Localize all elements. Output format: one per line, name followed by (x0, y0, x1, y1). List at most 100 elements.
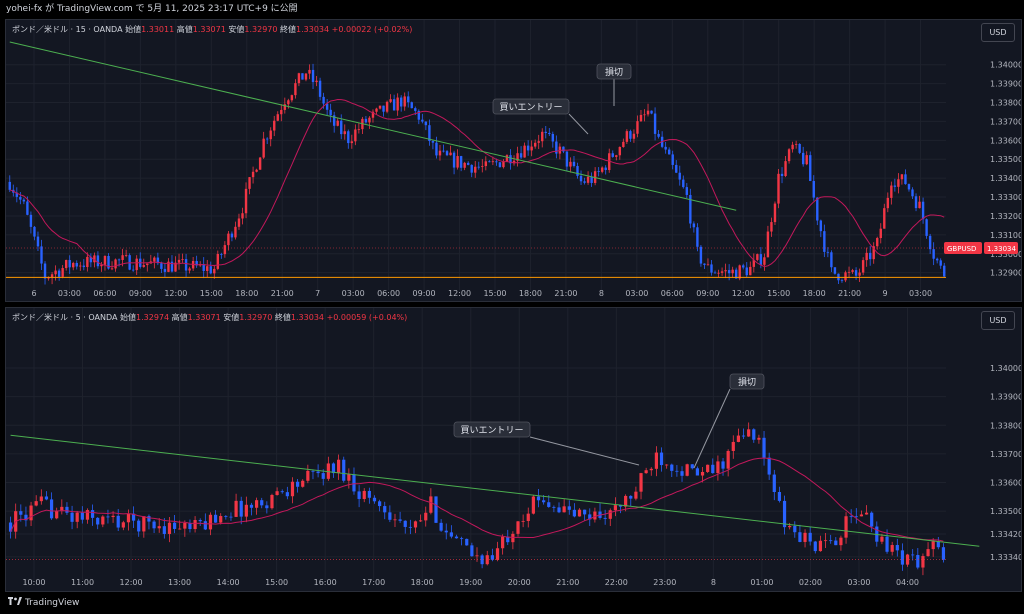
time-tick-label: 15:00 (483, 289, 506, 298)
candle (914, 193, 918, 212)
candle-body (121, 522, 125, 528)
time-tick-label: 23:00 (653, 578, 676, 587)
candle-body (885, 536, 889, 552)
candle-body (533, 142, 537, 147)
candle (593, 167, 597, 186)
candle (106, 509, 110, 524)
candle (488, 160, 491, 163)
candle (258, 156, 262, 170)
candle-body (301, 480, 305, 487)
candle-body (410, 102, 413, 109)
trendline (9, 41, 737, 211)
candle-body (541, 131, 544, 142)
candle (442, 144, 445, 153)
candle-body (895, 545, 899, 551)
currency-button[interactable]: USD (981, 23, 1015, 42)
candle (572, 156, 576, 168)
candle-body (509, 155, 512, 164)
chart-pane-5m[interactable]: 1.34000 1.33900 1.33800 1.33700 1.33600 1.335… (5, 307, 1022, 592)
candle (82, 259, 86, 271)
candlestick-chart-15m[interactable]: 1.34000 1.33900 1.33800 1.33700 1.33600 1.335… (6, 20, 1021, 301)
candle-body (223, 245, 227, 255)
candle-body (19, 511, 23, 515)
tradingview-logo[interactable]: TradingView (8, 597, 79, 608)
candle-body (480, 555, 484, 565)
candle (854, 267, 858, 280)
legend-change: +0.00059 (+0.04%) (326, 313, 408, 322)
candle (33, 226, 36, 241)
candle (671, 150, 674, 170)
candle-body (260, 500, 264, 506)
candle (465, 538, 469, 546)
candle (229, 512, 233, 521)
candle-body (343, 131, 346, 135)
candle (911, 187, 914, 200)
candle (195, 255, 198, 268)
candle (449, 525, 453, 539)
candle (181, 253, 184, 263)
candle-body (498, 162, 502, 168)
candle-body (382, 105, 385, 112)
candle-body (318, 80, 322, 97)
candle-body (101, 516, 105, 525)
candle (803, 529, 807, 548)
candle (407, 91, 410, 108)
time-tick-label: 09:00 (413, 289, 436, 298)
candle-body (124, 255, 128, 256)
candle-body (414, 108, 417, 111)
candle (629, 495, 633, 507)
candle-body (611, 153, 614, 157)
candle-body (449, 532, 453, 537)
candle-body (321, 473, 325, 479)
currency-button[interactable]: USD (981, 311, 1015, 330)
candle-body (907, 184, 911, 190)
candle (357, 122, 361, 134)
candle-body (304, 73, 308, 80)
candlestick-chart-5m[interactable]: 1.34000 1.33900 1.33800 1.33700 1.33600 1.335… (6, 308, 1021, 591)
candle (731, 266, 734, 278)
candle-body (731, 269, 734, 274)
candle-body (572, 509, 576, 517)
chart-pane-15m[interactable]: 1.34000 1.33900 1.33800 1.33700 1.33600 1.335… (5, 19, 1022, 302)
candle-body (678, 172, 681, 180)
time-tick-label: 04:00 (896, 578, 919, 587)
candle-body (213, 268, 216, 274)
candle-body (772, 474, 776, 493)
price-axis: 1.34000 1.33900 1.33800 1.33700 1.33600 1.335… (990, 61, 1021, 278)
candle-body (664, 146, 667, 150)
candle (223, 241, 227, 258)
legend-symbol: ポンド／米ドル · 5 · OANDA (12, 313, 118, 322)
candle (762, 430, 766, 466)
candle (823, 224, 826, 258)
candle-body (736, 435, 741, 442)
candle (749, 261, 752, 276)
candle (864, 505, 869, 515)
candle-body (805, 155, 808, 165)
candle (859, 510, 864, 517)
candle (523, 142, 526, 158)
candle (385, 100, 389, 114)
candle (421, 113, 424, 124)
candle (163, 263, 167, 277)
candle (239, 496, 243, 525)
price-tick-label: 1.33400 (990, 174, 1021, 183)
candle-body (65, 506, 69, 513)
candle-body (897, 179, 900, 187)
candle-body (475, 555, 479, 557)
candle-body (347, 474, 351, 481)
candle-body (624, 495, 628, 507)
candle (844, 270, 847, 283)
price-tick-label: 1.33900 (990, 393, 1021, 402)
candle-body (244, 188, 248, 214)
candle-body (941, 547, 946, 560)
candle (745, 262, 748, 278)
candle (858, 268, 861, 282)
candle-body (163, 268, 167, 272)
candle-body (255, 169, 258, 172)
candle-body (826, 251, 830, 253)
price-tag-symbol: GBPUSD (947, 245, 976, 253)
candle (597, 167, 600, 177)
candle (659, 447, 664, 472)
candle (220, 252, 223, 259)
candle (43, 261, 47, 285)
